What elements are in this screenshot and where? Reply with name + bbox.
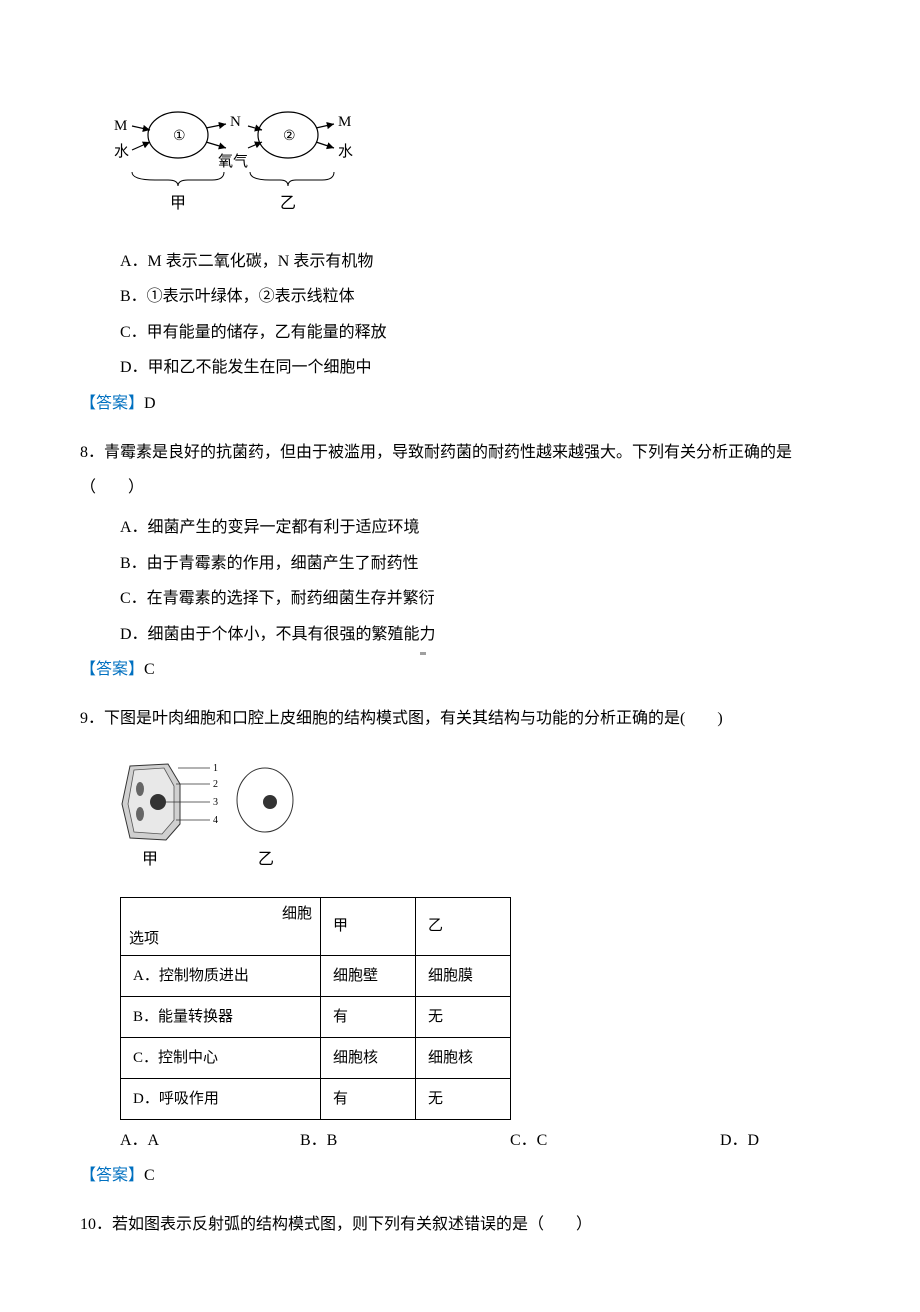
q9-stem: 9．下图是叶肉细胞和口腔上皮细胞的结构模式图，有关其结构与功能的分析正确的是( … (80, 701, 840, 736)
row-opt: A．控制物质进出 (121, 955, 321, 996)
svg-text:3: 3 (213, 797, 218, 808)
answer-label: 【答案】 (80, 1167, 144, 1184)
q7-answer: 【答案】D (80, 391, 840, 417)
q8-option-d: D．细菌由于个体小，不具有很强的繁殖能力 (80, 622, 840, 648)
row-b: 无 (416, 996, 511, 1037)
table-row: B．能量转换器 有 无 (121, 996, 511, 1037)
q7-option-b: B．①表示叶绿体，②表示线粒体 (80, 284, 840, 310)
answer-label: 【答案】 (80, 395, 144, 412)
row-b: 无 (416, 1078, 511, 1119)
header-bottom: 选项 (129, 927, 159, 951)
svg-text:M: M (114, 118, 127, 134)
q9-compare-table: 细胞 选项 甲 乙 A．控制物质进出 细胞壁 细胞膜 B．能量转换器 有 无 C… (120, 897, 511, 1120)
svg-text:②: ② (283, 129, 296, 144)
svg-text:甲: 甲 (142, 851, 158, 868)
svg-text:乙: 乙 (258, 851, 274, 868)
row-a: 细胞核 (321, 1037, 416, 1078)
q9-choice-c: C．C (510, 1128, 720, 1154)
cell-diagram-svg: 1 2 3 4 甲 乙 (110, 754, 310, 874)
q9-cell-diagram: 1 2 3 4 甲 乙 (110, 754, 840, 883)
answer-label: 【答案】 (80, 661, 144, 678)
row-opt: C．控制中心 (121, 1037, 321, 1078)
row-b: 细胞膜 (416, 955, 511, 996)
row-b: 细胞核 (416, 1037, 511, 1078)
svg-text:①: ① (173, 129, 186, 144)
answer-letter: C (144, 1167, 155, 1184)
table-row: D．呼吸作用 有 无 (121, 1078, 511, 1119)
q9-choice-row: A．A B．B C．C D．D (80, 1128, 840, 1154)
process-diagram-svg: M 水 ① N 氧气 ② M 水 甲 乙 (100, 90, 360, 220)
page-center-mark (420, 652, 426, 655)
q8-option-a: A．细菌产生的变异一定都有利于适应环境 (80, 515, 840, 541)
svg-text:4: 4 (213, 815, 218, 826)
svg-text:水: 水 (338, 143, 353, 160)
table-header-b: 乙 (416, 897, 511, 955)
svg-text:氧气: 氧气 (218, 153, 248, 170)
q7-option-a: A．M 表示二氧化碳，N 表示有机物 (80, 249, 840, 275)
row-opt: D．呼吸作用 (121, 1078, 321, 1119)
svg-text:M: M (338, 114, 351, 130)
svg-text:2: 2 (213, 779, 218, 790)
q9-choice-b: B．B (300, 1128, 510, 1154)
q8-answer: 【答案】C (80, 657, 840, 683)
q8-option-c: C．在青霉素的选择下，耐药细菌生存并繁衍 (80, 586, 840, 612)
svg-text:乙: 乙 (280, 195, 296, 212)
q8-option-b: B．由于青霉素的作用，细菌产生了耐药性 (80, 551, 840, 577)
table-header-a: 甲 (321, 897, 416, 955)
header-top: 细胞 (282, 902, 312, 926)
answer-letter: C (144, 661, 155, 678)
table-header-diagonal: 细胞 选项 (121, 897, 321, 955)
q7-diagram: M 水 ① N 氧气 ② M 水 甲 乙 (100, 90, 840, 229)
q7-option-d: D．甲和乙不能发生在同一个细胞中 (80, 355, 840, 381)
q9-choice-a: A．A (120, 1128, 300, 1154)
row-a: 有 (321, 996, 416, 1037)
row-a: 有 (321, 1078, 416, 1119)
svg-text:水: 水 (114, 143, 129, 160)
q7-option-c: C．甲有能量的储存，乙有能量的释放 (80, 320, 840, 346)
row-a: 细胞壁 (321, 955, 416, 996)
q8-stem: 8．青霉素是良好的抗菌药，但由于被滥用，导致耐药菌的耐药性越来越强大。下列有关分… (80, 435, 840, 505)
table-row: A．控制物质进出 细胞壁 细胞膜 (121, 955, 511, 996)
table-row: C．控制中心 细胞核 细胞核 (121, 1037, 511, 1078)
svg-text:1: 1 (213, 763, 218, 774)
q9-choice-d: D．D (720, 1128, 820, 1154)
row-opt: B．能量转换器 (121, 996, 321, 1037)
svg-text:N: N (230, 114, 241, 130)
svg-text:甲: 甲 (170, 195, 186, 212)
q9-answer: 【答案】C (80, 1163, 840, 1189)
answer-letter: D (144, 395, 156, 412)
q10-stem: 10．若如图表示反射弧的结构模式图，则下列有关叙述错误的是（ ） (80, 1207, 840, 1242)
